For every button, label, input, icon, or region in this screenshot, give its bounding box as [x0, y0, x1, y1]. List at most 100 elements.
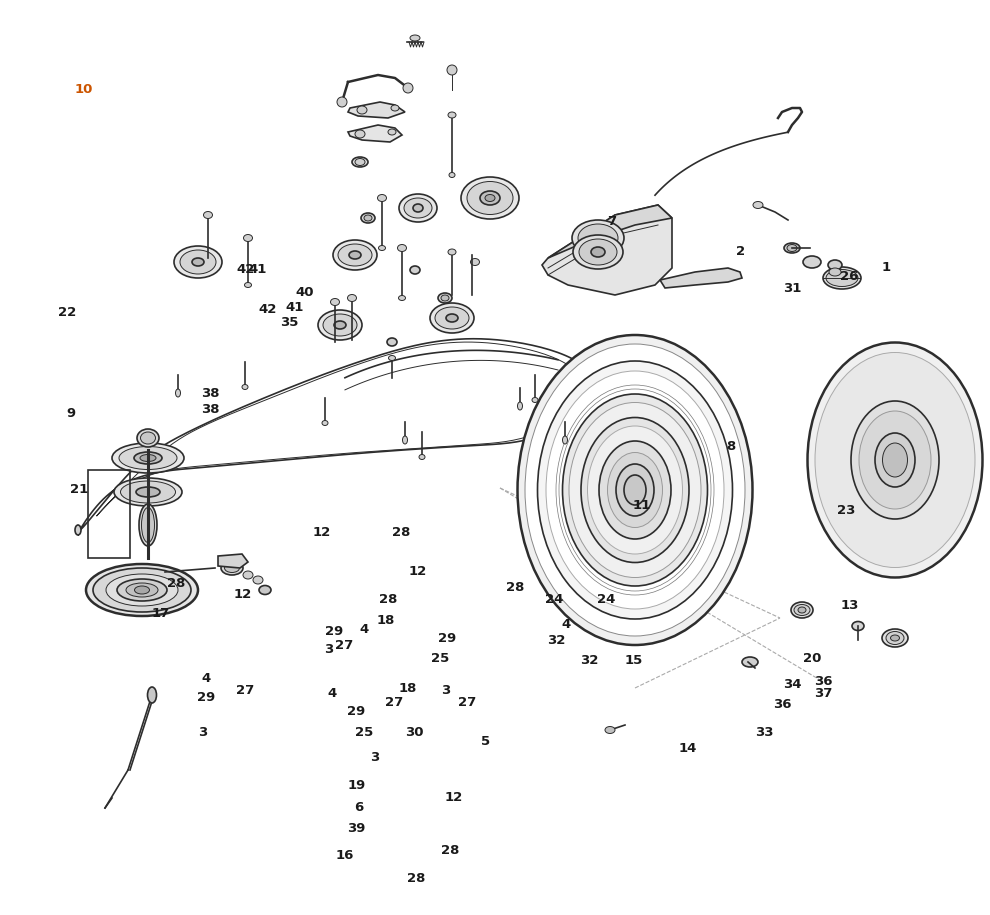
Text: 4: 4	[201, 673, 211, 685]
Ellipse shape	[387, 338, 397, 346]
Circle shape	[447, 65, 457, 75]
Text: 24: 24	[545, 593, 563, 606]
Text: 7: 7	[607, 215, 617, 228]
Ellipse shape	[441, 295, 449, 301]
Ellipse shape	[93, 568, 191, 612]
Ellipse shape	[388, 129, 396, 135]
Ellipse shape	[435, 307, 469, 329]
Ellipse shape	[419, 455, 425, 459]
Text: 42: 42	[237, 264, 254, 276]
Text: 19: 19	[347, 779, 365, 791]
Ellipse shape	[121, 481, 175, 503]
Text: 28: 28	[407, 872, 425, 885]
Ellipse shape	[134, 452, 162, 464]
Text: 18: 18	[377, 614, 395, 627]
Ellipse shape	[388, 356, 395, 361]
Text: 3: 3	[324, 643, 334, 656]
Ellipse shape	[532, 397, 538, 403]
Polygon shape	[542, 205, 672, 295]
Ellipse shape	[338, 244, 372, 266]
Ellipse shape	[784, 243, 800, 253]
Text: 36: 36	[815, 675, 833, 688]
Text: 33: 33	[755, 726, 773, 738]
Ellipse shape	[581, 417, 689, 563]
Text: 8: 8	[726, 440, 736, 453]
Ellipse shape	[599, 441, 671, 539]
Text: 38: 38	[201, 404, 219, 416]
Ellipse shape	[139, 504, 157, 546]
Text: 4: 4	[359, 623, 369, 636]
Ellipse shape	[399, 296, 406, 300]
Text: 16: 16	[336, 849, 353, 862]
Ellipse shape	[826, 270, 858, 286]
Ellipse shape	[467, 181, 513, 214]
Ellipse shape	[448, 249, 456, 255]
Text: 22: 22	[58, 307, 76, 319]
Ellipse shape	[140, 455, 156, 461]
Ellipse shape	[882, 443, 908, 477]
Text: 1: 1	[881, 261, 891, 274]
Ellipse shape	[334, 321, 346, 329]
Text: 28: 28	[392, 526, 410, 539]
Text: 27: 27	[237, 684, 254, 697]
Ellipse shape	[180, 250, 216, 274]
Ellipse shape	[323, 314, 357, 336]
Ellipse shape	[794, 605, 810, 616]
Ellipse shape	[562, 394, 708, 586]
Text: 18: 18	[399, 682, 417, 694]
Circle shape	[337, 97, 347, 107]
Ellipse shape	[587, 426, 682, 554]
Ellipse shape	[378, 245, 385, 251]
Ellipse shape	[245, 283, 251, 287]
Ellipse shape	[438, 293, 452, 303]
Text: 23: 23	[838, 504, 855, 517]
Ellipse shape	[352, 157, 368, 167]
Ellipse shape	[605, 727, 615, 734]
Ellipse shape	[136, 487, 160, 497]
Text: 38: 38	[201, 387, 219, 400]
Text: 3: 3	[441, 684, 450, 697]
Circle shape	[403, 83, 413, 93]
Ellipse shape	[357, 106, 367, 114]
Ellipse shape	[882, 629, 908, 647]
Text: 27: 27	[385, 696, 403, 709]
Text: 13: 13	[841, 599, 858, 612]
Ellipse shape	[608, 453, 662, 528]
Ellipse shape	[112, 443, 184, 473]
Ellipse shape	[137, 429, 159, 447]
Ellipse shape	[148, 687, 156, 703]
Text: 12: 12	[445, 791, 462, 804]
Text: 3: 3	[198, 726, 208, 738]
Ellipse shape	[886, 631, 904, 644]
Text: 26: 26	[841, 270, 858, 283]
Ellipse shape	[546, 371, 724, 609]
Polygon shape	[660, 268, 742, 288]
Ellipse shape	[192, 258, 204, 266]
Ellipse shape	[349, 251, 361, 259]
Ellipse shape	[259, 586, 271, 595]
Text: 21: 21	[70, 483, 88, 496]
Ellipse shape	[117, 579, 167, 601]
Text: 40: 40	[296, 286, 314, 299]
Ellipse shape	[253, 576, 263, 584]
Ellipse shape	[174, 246, 222, 278]
Ellipse shape	[446, 314, 458, 322]
Text: 17: 17	[151, 607, 169, 619]
Ellipse shape	[86, 564, 198, 616]
Ellipse shape	[119, 447, 177, 469]
Text: 4: 4	[327, 687, 337, 700]
Ellipse shape	[448, 112, 456, 118]
Text: 24: 24	[597, 593, 615, 606]
Ellipse shape	[403, 436, 408, 444]
Ellipse shape	[562, 436, 567, 444]
Ellipse shape	[823, 267, 861, 289]
Text: 34: 34	[783, 678, 801, 691]
Ellipse shape	[347, 295, 356, 302]
Ellipse shape	[851, 401, 939, 519]
Ellipse shape	[361, 213, 375, 223]
Text: 2: 2	[736, 245, 745, 258]
Text: 12: 12	[313, 526, 331, 539]
Ellipse shape	[355, 130, 365, 138]
Ellipse shape	[787, 244, 797, 252]
Ellipse shape	[225, 564, 240, 573]
